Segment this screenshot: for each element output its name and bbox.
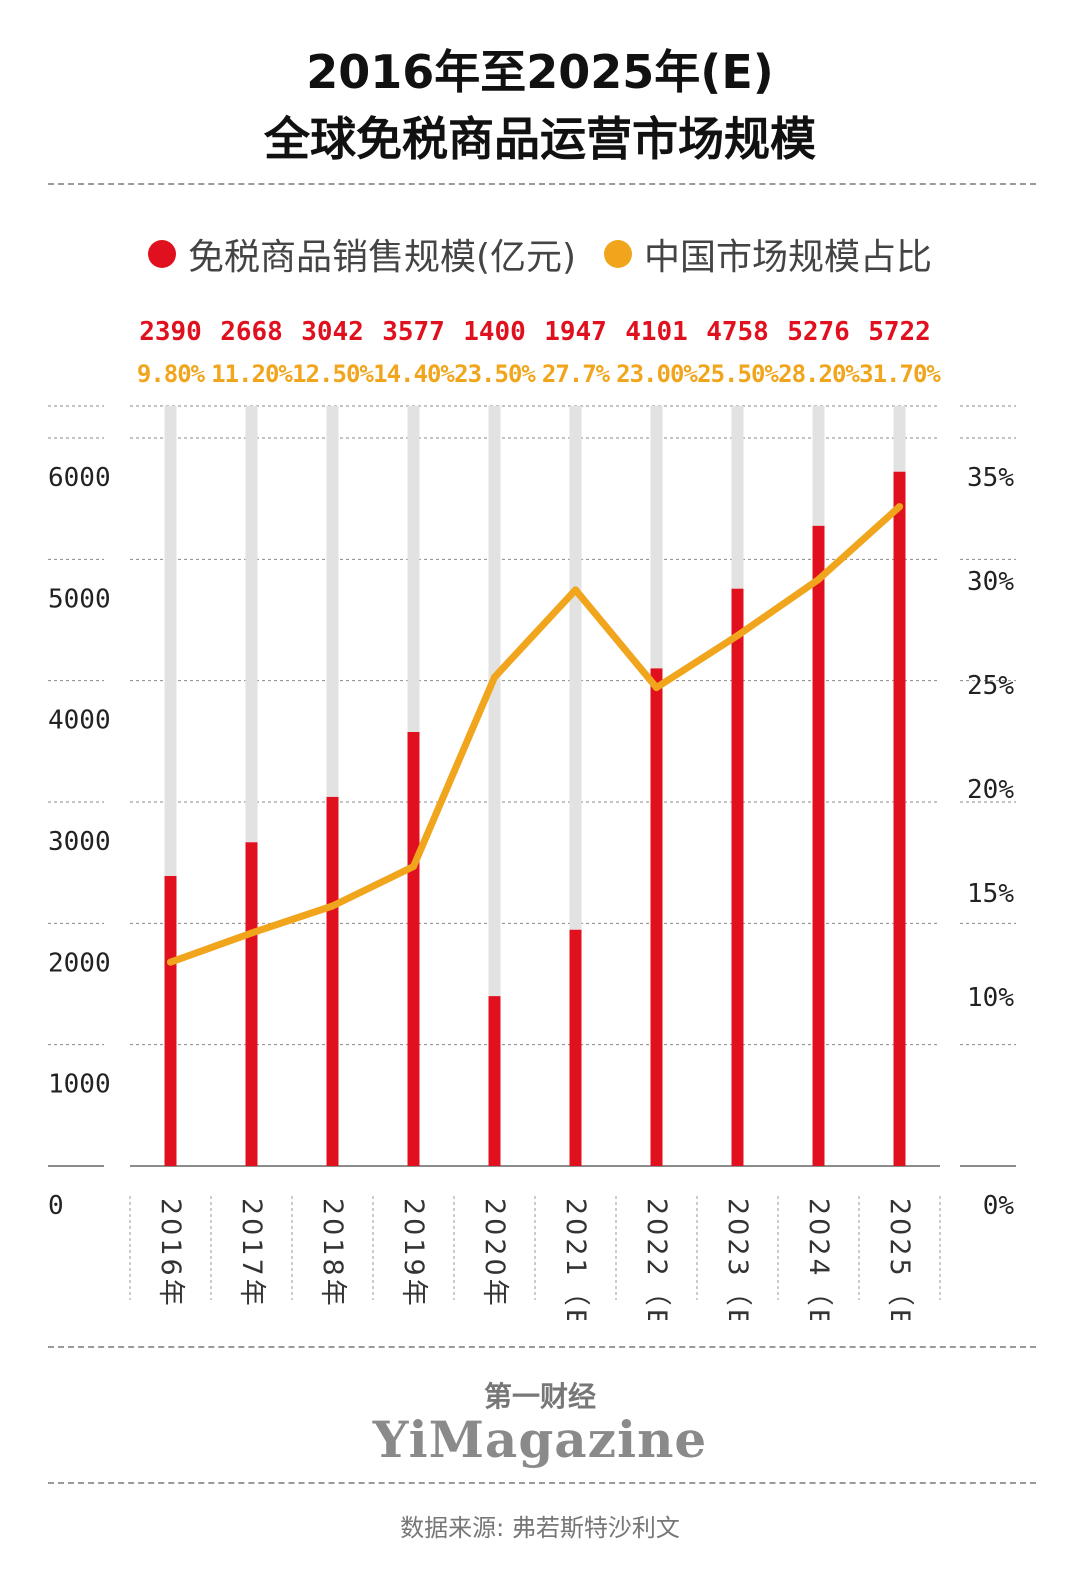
bar: [731, 588, 744, 1166]
share-point: [410, 862, 417, 870]
share-point: [329, 902, 336, 910]
bar-value-label: 5276: [787, 317, 850, 347]
share-point: [815, 575, 822, 583]
legend-share-label: 中国市场规模占比: [644, 237, 933, 278]
bar: [407, 731, 420, 1166]
share-value-label: 27.7%: [542, 360, 611, 388]
legend-red-dot-icon: [147, 240, 176, 268]
x-tick-label: 2025（E）: [884, 1198, 915, 1320]
legend-orange-dot-icon: [604, 240, 633, 268]
x-tick-label: 2020年: [479, 1198, 510, 1309]
bar-value-label: 1400: [463, 317, 526, 347]
bar: [245, 842, 258, 1166]
x-tick-label: 2018年: [317, 1198, 348, 1309]
y-left-tick-label: 5000: [48, 584, 111, 614]
share-value-label: 25.50%: [697, 360, 779, 388]
share-value-label: 23.50%: [454, 360, 536, 388]
share-point: [896, 503, 903, 511]
y-left-tick-label: 6000: [48, 463, 111, 493]
legend-item-sales: 免税商品销售规模(亿元): [147, 228, 577, 280]
top-divider: [48, 183, 1036, 185]
combo-chart: 0 1000 2000 3000 4000 5000 6000 0% 10% 15% 20% 25% 3…: [48, 317, 1016, 1320]
x-tick-label: 2024（E）: [803, 1198, 834, 1320]
bar-value-label: 3042: [301, 317, 364, 347]
y-left-tick-label: 1000: [48, 1070, 111, 1100]
chart-legend: 免税商品销售规模(亿元) 中国市场规模占比: [0, 228, 1080, 280]
y-right-tick-label: 30%: [967, 567, 1014, 597]
share-line: [167, 503, 903, 966]
y-right-tick-label: 25%: [967, 671, 1014, 701]
legend-item-share: 中国市场规模占比: [604, 228, 932, 280]
bar-value-label: 3577: [382, 317, 445, 347]
share-value-label: 14.40%: [373, 360, 455, 388]
y-left-tick-label: 3000: [48, 827, 111, 857]
bottom-divider: [48, 1346, 1036, 1348]
brand-logo-en: YiMagazine: [372, 1410, 708, 1469]
y-left-tick-label: 0: [48, 1191, 64, 1221]
bar-value-label: 4101: [625, 317, 688, 347]
share-point: [248, 929, 255, 937]
data-source: 数据来源: 弗若斯特沙利文: [400, 1514, 680, 1542]
y-right-tick-label: 10%: [967, 983, 1014, 1013]
share-point: [572, 586, 579, 594]
share-point: [734, 632, 741, 640]
brand-logo-cn: 第一财经: [483, 1380, 596, 1413]
x-tick-label: 2019年: [398, 1198, 429, 1309]
bar-value-label: 2668: [220, 317, 283, 347]
y-right-tick-label: 20%: [967, 775, 1014, 805]
y-right-tick-label: 35%: [967, 463, 1014, 493]
x-tick-label: 2021（E）: [560, 1198, 591, 1320]
bar-value-label: 5722: [868, 317, 931, 347]
bar-value-label: 1947: [544, 317, 607, 347]
share-point: [653, 684, 660, 692]
bar-value-label: 4758: [706, 317, 769, 347]
share-value-label: 11.20%: [211, 360, 293, 388]
share-value-label: 23.00%: [616, 360, 698, 388]
chart-title-line1: 2016年至2025年(E): [306, 45, 774, 99]
share-value-label: 9.80%: [137, 360, 206, 388]
x-tick-label: 2016年: [155, 1198, 186, 1309]
y-right-tick-label: 15%: [967, 879, 1014, 909]
bar: [488, 996, 501, 1166]
bar: [164, 876, 177, 1166]
bar: [569, 929, 582, 1166]
legend-sales-label: 免税商品销售规模(亿元): [187, 237, 577, 278]
share-point: [167, 958, 174, 966]
bar-track: [488, 406, 501, 1166]
bar-value-label: 2390: [139, 317, 202, 347]
x-tick-label: 2017年: [236, 1198, 267, 1309]
x-tick-label: 2023（E）: [722, 1198, 753, 1320]
chart-title-line2: 全球免税商品运营市场规模: [264, 112, 816, 166]
bar: [812, 525, 825, 1166]
x-tick-label: 2022（E）: [641, 1198, 672, 1320]
bar: [650, 668, 663, 1166]
bar: [326, 796, 339, 1166]
footer-divider: [48, 1482, 1036, 1484]
y-left-tick-label: 2000: [48, 948, 111, 978]
bar: [893, 471, 906, 1166]
share-value-label: 12.50%: [292, 360, 374, 388]
share-value-label: 28.20%: [778, 360, 860, 388]
y-left-tick-label: 4000: [48, 706, 111, 736]
share-value-label: 31.70%: [859, 360, 941, 388]
share-point: [491, 673, 498, 681]
y-right-tick-label: 0%: [983, 1191, 1015, 1221]
